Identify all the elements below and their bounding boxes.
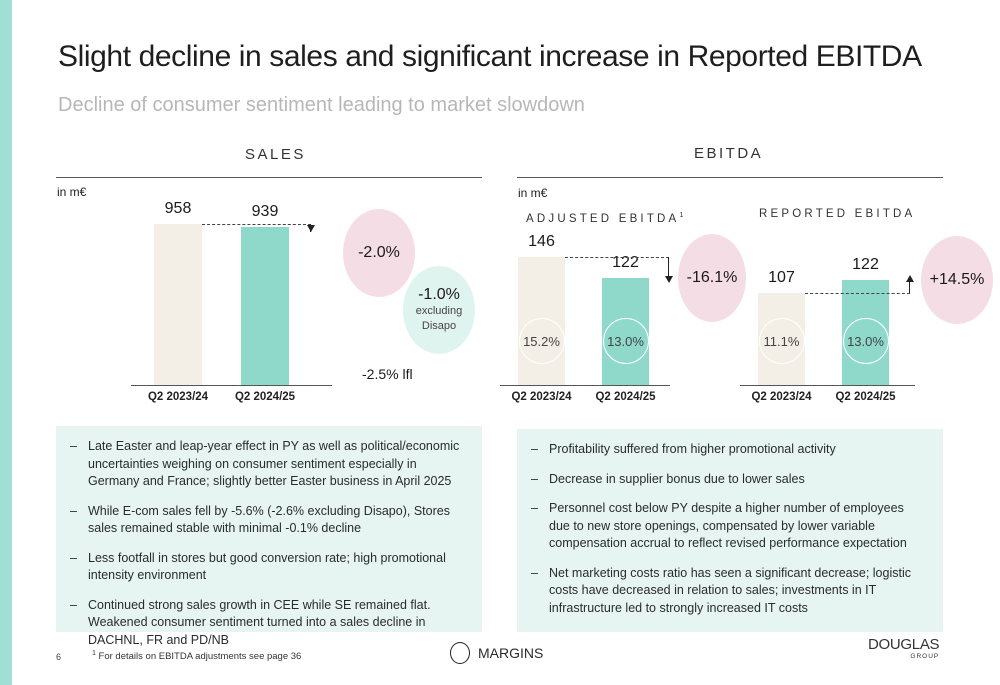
chart-baseline — [500, 385, 670, 386]
footnote-mark: 1 — [92, 650, 96, 657]
bar-value-label: 146 — [528, 233, 555, 250]
arrow-head-icon — [906, 275, 914, 283]
x-tick-label: Q2 2024/25 — [835, 391, 896, 403]
chart-baseline — [740, 385, 915, 386]
ebitda-heading: EBITDA — [694, 145, 764, 162]
sales-notes-box: Late Easter and leap-year effect in PY a… — [56, 426, 482, 647]
reported-ebitda-heading: REPORTED EBITDA — [759, 208, 916, 220]
page-title: Slight decline in sales and significant … — [58, 40, 922, 73]
reference-dash-line — [202, 224, 311, 225]
sales-note: Less footfall in stores but good convers… — [70, 550, 466, 585]
margin-circle: 13.0% — [602, 318, 649, 364]
arrow-down-icon — [668, 257, 676, 279]
douglas-logo: DOUGLAS GROUP — [868, 636, 940, 660]
bar-value-label: 939 — [251, 203, 279, 221]
ebitda-note: Decrease in supplier bonus due to lower … — [531, 471, 927, 489]
sales-unit: in m€ — [57, 185, 87, 199]
margin-circle: 13.0% — [842, 318, 889, 364]
ebitda-notes-box: Profitability suffered from higher promo… — [517, 429, 943, 632]
x-tick-label: Q2 2023/24 — [511, 391, 572, 403]
margins-legend: MARGINS — [450, 642, 543, 664]
margin-circle: 15.2% — [518, 318, 565, 364]
bar-value-label: 122 — [612, 254, 639, 272]
bar-value-label: 107 — [768, 269, 795, 286]
reported-change-value: +14.5% — [929, 271, 985, 288]
adjusted-ebitda-footnote-mark: 1 — [679, 212, 687, 219]
brand-name: DOUGLAS — [868, 636, 940, 653]
arrow-head-icon — [307, 225, 315, 233]
sales-excl-bubble: -1.0% excluding Disapo — [403, 266, 475, 354]
ebitda-unit: in m€ — [518, 186, 548, 200]
sales-lfl: -2.5% lfl — [362, 366, 413, 382]
bar-q2-2023-24 — [154, 224, 202, 385]
ebitda-notes-list: Profitability suffered from higher promo… — [531, 441, 927, 617]
adjusted-change-bubble: -16.1% — [678, 234, 746, 322]
ebitda-note: Net marketing costs ratio has seen a sig… — [531, 565, 927, 618]
sales-excl-label-2: Disapo — [421, 320, 457, 332]
bar-value-label: 122 — [852, 256, 879, 274]
x-tick-label: Q2 2023/24 — [147, 391, 209, 403]
adjusted-change-value: -16.1% — [686, 269, 738, 286]
sales-change-bubble: -2.0% — [343, 209, 415, 297]
sales-excl-value: -1.0% — [418, 286, 460, 303]
sales-note: Late Easter and leap-year effect in PY a… — [70, 438, 466, 491]
reference-dash-line — [565, 257, 669, 258]
adjusted-ebitda-heading: ADJUSTED EBITDA1 — [526, 212, 687, 225]
adjusted-ebitda-label: ADJUSTED EBITDA — [526, 212, 680, 225]
sales-note: Continued strong sales growth in CEE whi… — [70, 597, 466, 650]
page-number: 6 — [56, 652, 62, 662]
arrow-up-icon — [909, 280, 917, 293]
arrow-head-icon — [665, 276, 673, 284]
sales-note: While E-com sales fell by -5.6% (-2.6% e… — [70, 503, 466, 538]
margins-label: MARGINS — [478, 645, 544, 661]
ebitda-note: Profitability suffered from higher promo… — [531, 441, 927, 459]
footnote-text: For details on EBITDA adjustments see pa… — [98, 651, 302, 663]
footnote: 1 For details on EBITDA adjustments see … — [92, 650, 301, 662]
sales-heading: SALES — [245, 146, 306, 163]
sales-excl-label-1: excluding — [415, 305, 463, 317]
chart-baseline — [131, 385, 332, 386]
sales-heading-rule — [56, 177, 482, 178]
sales-notes-list: Late Easter and leap-year effect in PY a… — [70, 438, 466, 649]
x-tick-label: Q2 2024/25 — [595, 391, 656, 403]
bar-value-label: 958 — [164, 200, 192, 217]
bar-q2-2024-25 — [241, 227, 289, 385]
page-subtitle: Decline of consumer sentiment leading to… — [58, 94, 585, 116]
side-accent-bar — [0, 0, 12, 685]
ebitda-heading-rule — [517, 177, 943, 178]
brand-sub: GROUP — [910, 653, 940, 660]
margin-circle-icon — [450, 642, 470, 664]
reported-change-bubble: +14.5% — [921, 236, 993, 324]
x-tick-label: Q2 2023/24 — [751, 391, 812, 403]
sales-change-value: -2.0% — [358, 244, 400, 261]
ebitda-note: Personnel cost below PY despite a higher… — [531, 500, 927, 553]
x-tick-label: Q2 2024/25 — [234, 391, 296, 403]
reference-dash-line — [805, 293, 910, 294]
margin-circle: 11.1% — [758, 318, 805, 364]
